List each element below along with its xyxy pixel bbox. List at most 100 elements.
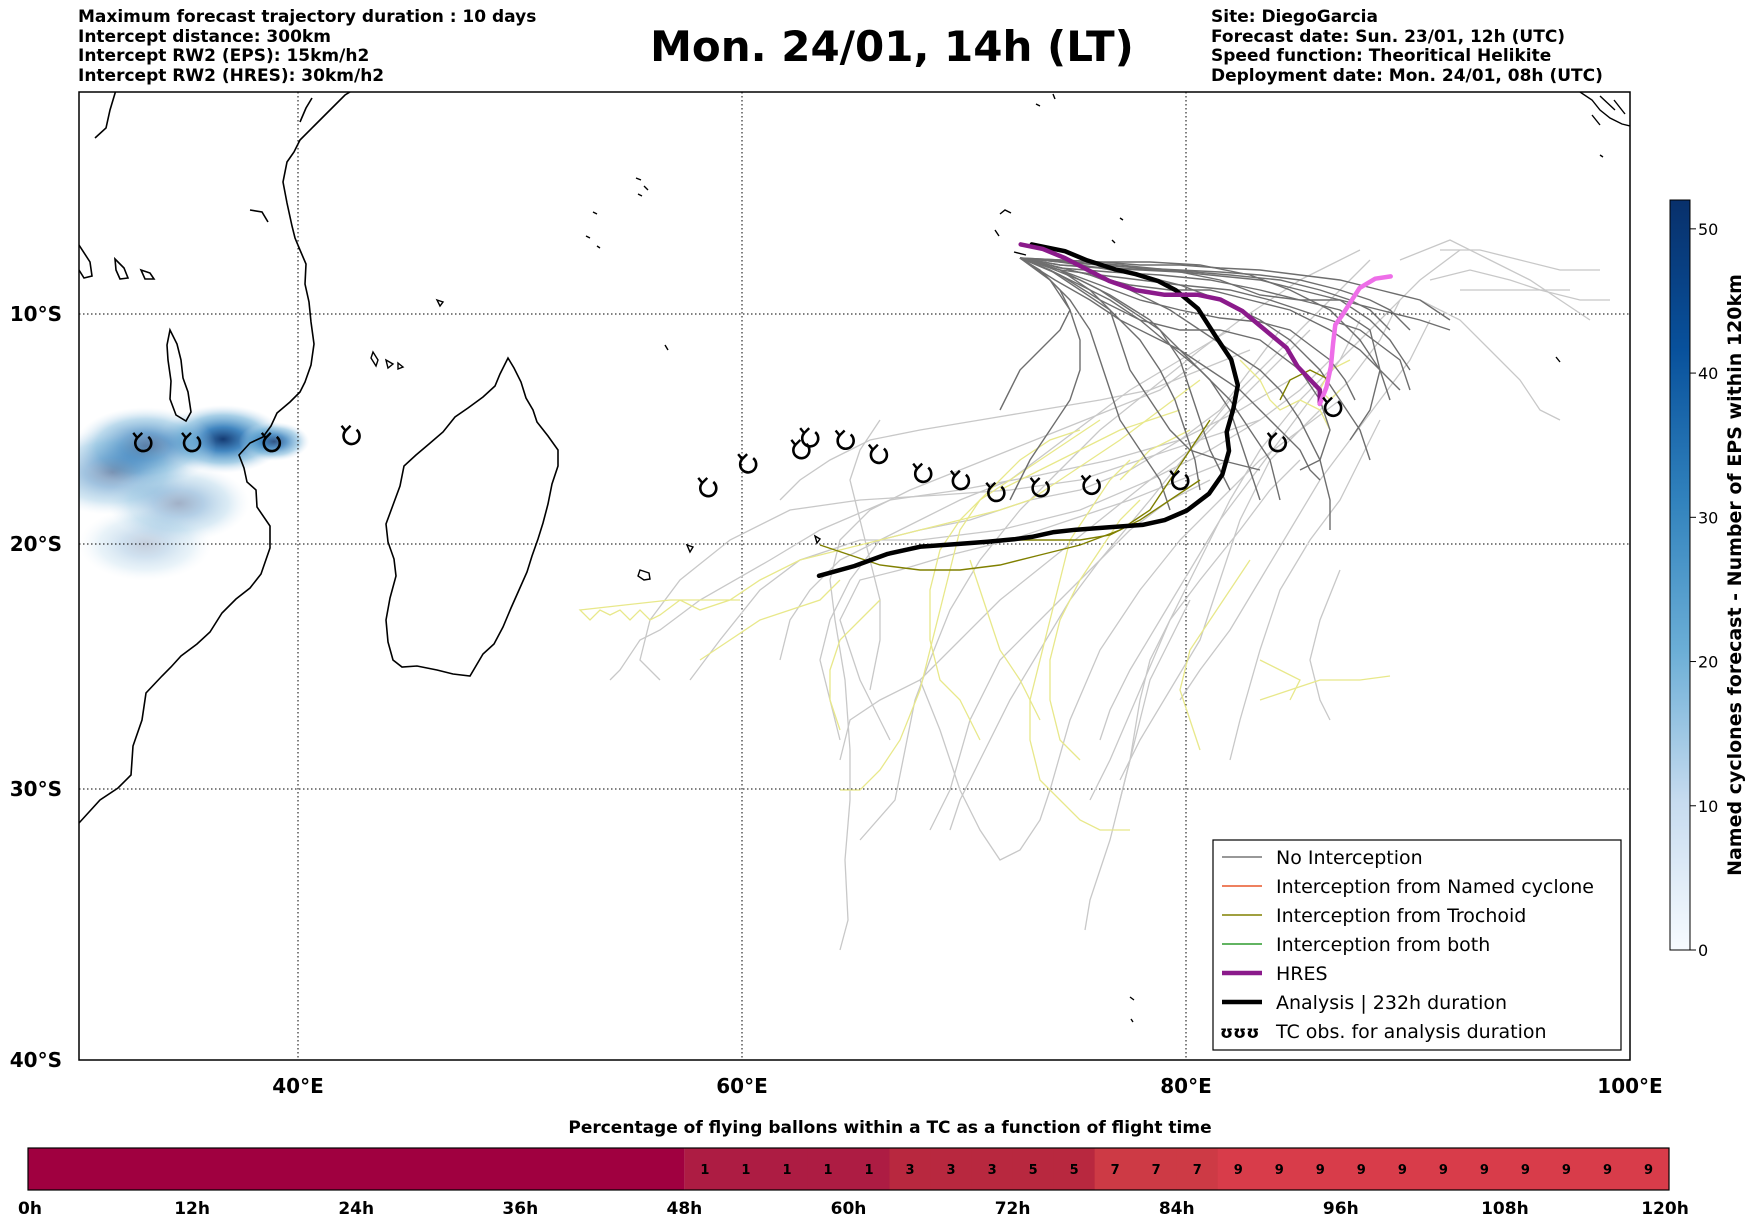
tc-obs-marker: [181, 431, 202, 453]
flight-time-cell: [766, 1148, 808, 1190]
small-islands: [370, 92, 1630, 1023]
header-line: Maximum forecast trajectory duration : 1…: [78, 7, 537, 27]
heatmap-cell: [238, 421, 310, 461]
flight-time-cell: [1258, 1148, 1301, 1190]
flight-time-cell: [889, 1148, 932, 1190]
tc-obs-marker: [1322, 396, 1343, 418]
flight-time-cell: [1299, 1148, 1342, 1190]
lat-label: 40°S: [10, 1048, 62, 1072]
flight-time-cell-value: 1: [700, 1163, 709, 1178]
tc-obs-marker: [132, 431, 153, 453]
flight-time-cell-value: 1: [741, 1163, 750, 1178]
colorbar-tick-label: 10: [1698, 797, 1718, 816]
flight-time-cell-value: 1: [864, 1163, 873, 1178]
flight-time-cell-value: 9: [1398, 1163, 1407, 1178]
flight-time-hour-label: 72h: [995, 1199, 1031, 1219]
flight-time-hour-label: 96h: [1323, 1199, 1359, 1219]
tc-observations: [132, 396, 1343, 503]
colorbar-tick-label: 40: [1698, 364, 1718, 383]
tc-obs-marker: [340, 424, 361, 446]
flight-time-cell: [1217, 1148, 1260, 1190]
colorbar-tick-label: 20: [1698, 653, 1718, 672]
flight-time-cell: [807, 1148, 849, 1190]
flight-time-hour-label: 36h: [502, 1199, 538, 1219]
tc-obs-marker: [1029, 477, 1050, 498]
tc-obs-marker: [1266, 431, 1288, 453]
tc-obs-marker: [260, 431, 282, 453]
colorbar-gradient: [1669, 199, 1691, 951]
flight-time-cell-value: 9: [1562, 1163, 1571, 1178]
flight-time-hour-label: 48h: [667, 1199, 703, 1219]
tc-obs-symbol: ʊʊʊ: [1220, 1023, 1259, 1043]
header-line: Intercept RW2 (EPS): 15km/h2: [78, 46, 370, 66]
hres-extension-track: [1317, 274, 1393, 407]
tc-obs-marker: [737, 453, 758, 474]
lat-label: 20°S: [10, 532, 62, 556]
flight-time-cell: [1094, 1148, 1137, 1190]
colorbar: 0 10 20 30 40 50 Named cyclones forecast - Nu…: [1669, 199, 1746, 960]
flight-time-bar: Percentage of flying ballons within a TC…: [18, 1118, 1689, 1219]
flight-time-cell: [1340, 1148, 1383, 1190]
flight-time-cell-value: 3: [988, 1163, 997, 1178]
header-left-info: Maximum forecast trajectory duration : 1…: [78, 7, 537, 86]
tc-obs-marker: [949, 469, 971, 491]
flight-time-cell: [1012, 1148, 1055, 1190]
header-line: Intercept RW2 (HRES): 30km/h2: [78, 65, 385, 86]
tc-obs-marker: [867, 443, 889, 465]
flight-time-cell: [1422, 1148, 1465, 1190]
page-title: Mon. 24/01, 14h (LT): [650, 22, 1134, 71]
lon-label: 60°E: [716, 1074, 768, 1098]
coastline-africa: [79, 92, 351, 824]
flight-time-hour-label: 0h: [18, 1199, 42, 1219]
header-line: Site: DiegoGarcia: [1211, 7, 1378, 27]
colorbar-tick-label: 50: [1698, 220, 1718, 239]
flight-time-cell: [684, 1148, 726, 1190]
header-line: Intercept distance: 300km: [78, 26, 331, 47]
flight-time-cell-value: 7: [1193, 1163, 1202, 1178]
tc-obs-marker: [1080, 474, 1101, 496]
header-line: Forecast date: Sun. 23/01, 12h (UTC): [1211, 26, 1566, 47]
flight-time-cell: [1586, 1148, 1629, 1190]
legend-box: [1212, 839, 1622, 1051]
colorbar-tick-label: 30: [1698, 508, 1718, 527]
flight-time-cell: [1545, 1148, 1588, 1190]
legend: No Interception Interception from Named …: [1212, 839, 1622, 1051]
lon-label: 100°E: [1597, 1074, 1662, 1098]
flight-time-cell-value: 9: [1480, 1163, 1489, 1178]
latitude-labels: 10°S 20°S 30°S 40°S: [10, 302, 62, 1072]
legend-label: Analysis | 232h duration: [1276, 992, 1507, 1014]
legend-label: Interception from Trochoid: [1276, 905, 1526, 927]
tc-obs-marker: [790, 439, 811, 460]
tc-obs-marker: [834, 429, 855, 451]
flight-time-cell-value: 9: [1275, 1163, 1284, 1178]
hres-track: [1018, 242, 1323, 407]
flight-time-cell: [725, 1148, 767, 1190]
flight-time-cell-value: 1: [782, 1163, 791, 1178]
flight-time-cell: [1504, 1148, 1547, 1190]
flight-time-cell: [1627, 1148, 1670, 1190]
flight-time-cell-value: 3: [906, 1163, 915, 1178]
eps-density-heatmap: [79, 404, 310, 581]
heatmap-cell: [79, 507, 212, 581]
lat-label: 30°S: [10, 777, 62, 801]
flight-time-bar-title: Percentage of flying ballons within a TC…: [568, 1118, 1211, 1138]
flight-time-cell-value: 9: [1357, 1163, 1366, 1178]
flight-time-cell-value: 7: [1152, 1163, 1161, 1178]
flight-time-cell: [1381, 1148, 1424, 1190]
flight-time-cell: [1176, 1148, 1219, 1190]
flight-time-cell-value: 1: [823, 1163, 832, 1178]
flight-time-cell: [1135, 1148, 1178, 1190]
flight-time-cell-value: 3: [947, 1163, 956, 1178]
flight-time-hour-label: 24h: [338, 1199, 374, 1219]
colorbar-tick-label: 0: [1698, 941, 1708, 960]
flight-time-hour-label: 120h: [1641, 1199, 1689, 1219]
lon-label: 40°E: [272, 1074, 324, 1098]
tc-obs-marker: [985, 481, 1006, 503]
flight-time-cell: [28, 1148, 685, 1190]
legend-label: No Interception: [1276, 847, 1423, 869]
colorbar-label: Named cyclones forecast - Number of EPS …: [1724, 274, 1746, 876]
legend-label: HRES: [1276, 963, 1328, 985]
analysis-track: [816, 242, 1241, 579]
flight-time-cell-value: 5: [1070, 1163, 1079, 1178]
